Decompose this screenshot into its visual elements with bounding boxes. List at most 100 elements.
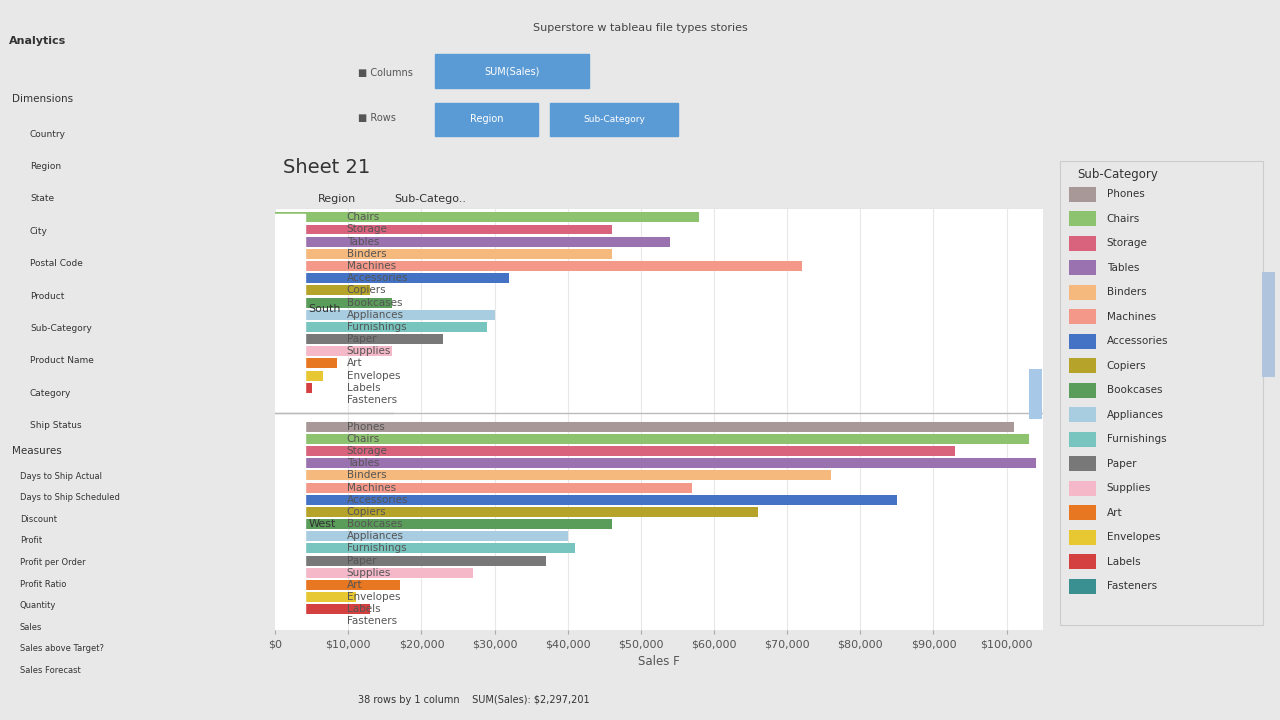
Text: Paper: Paper — [347, 334, 376, 344]
Text: Chairs: Chairs — [347, 212, 380, 222]
Text: State: State — [29, 194, 54, 203]
Text: Profit: Profit — [20, 536, 42, 546]
Bar — [550, 103, 678, 136]
Bar — [275, 371, 323, 381]
Text: Superstore w tableau file types stories: Superstore w tableau file types stories — [532, 23, 748, 32]
Text: Product Name: Product Name — [29, 356, 93, 366]
Text: Bookcases: Bookcases — [347, 519, 402, 529]
Text: Dimensions: Dimensions — [13, 94, 74, 104]
Text: Copiers: Copiers — [1107, 361, 1147, 371]
Text: Product: Product — [29, 292, 64, 301]
Text: Accessories: Accessories — [1107, 336, 1169, 346]
Text: Fasteners: Fasteners — [347, 616, 397, 626]
Text: Sub-Category: Sub-Category — [1076, 168, 1158, 181]
Bar — [275, 580, 399, 590]
Bar — [275, 359, 338, 369]
Bar — [1069, 579, 1096, 594]
Bar — [1029, 369, 1042, 419]
Text: Sub-Catego..: Sub-Catego.. — [394, 194, 466, 204]
Text: Bookcases: Bookcases — [347, 297, 402, 307]
Text: City: City — [29, 227, 47, 236]
Bar — [275, 212, 699, 222]
Bar — [1069, 408, 1096, 422]
Text: Envelopes: Envelopes — [1107, 532, 1160, 542]
Text: Analytics: Analytics — [9, 36, 67, 46]
Bar — [1069, 456, 1096, 471]
Text: Envelopes: Envelopes — [347, 592, 401, 602]
Text: Profit per Order: Profit per Order — [20, 558, 86, 567]
Text: Chairs: Chairs — [1107, 214, 1140, 224]
Text: Supplies: Supplies — [1107, 483, 1151, 493]
Text: Art: Art — [347, 580, 362, 590]
Bar — [275, 225, 612, 235]
Text: South: South — [308, 304, 340, 314]
Bar — [1069, 481, 1096, 495]
Text: Accessories: Accessories — [347, 273, 408, 283]
Text: Appliances: Appliances — [1107, 410, 1164, 420]
Text: Phones: Phones — [347, 422, 384, 432]
Text: Sub-Category: Sub-Category — [584, 115, 645, 124]
Bar — [275, 395, 284, 405]
Text: 38 rows by 1 column    SUM(Sales): $2,297,201: 38 rows by 1 column SUM(Sales): $2,297,2… — [358, 696, 590, 705]
Bar — [1069, 383, 1096, 397]
Text: Labels: Labels — [347, 383, 380, 392]
Bar — [1069, 261, 1096, 275]
Text: Sheet 21: Sheet 21 — [283, 158, 370, 177]
Text: Tables: Tables — [1107, 263, 1139, 273]
Bar — [1069, 310, 1096, 324]
Bar — [275, 507, 758, 517]
Bar — [275, 346, 392, 356]
Text: Sales: Sales — [20, 623, 42, 632]
Text: Envelopes: Envelopes — [347, 371, 401, 381]
Bar — [275, 422, 1014, 432]
Text: ■ Rows: ■ Rows — [358, 113, 397, 123]
Bar — [275, 446, 955, 456]
Text: Art: Art — [347, 359, 362, 369]
Bar — [275, 297, 392, 307]
Bar — [275, 434, 1029, 444]
Text: Furnishings: Furnishings — [347, 322, 406, 332]
Bar — [275, 604, 370, 614]
Text: Labels: Labels — [347, 604, 380, 614]
Bar — [275, 544, 575, 554]
Text: Category: Category — [29, 389, 72, 397]
Bar — [275, 261, 801, 271]
Text: West: West — [308, 519, 335, 529]
Bar — [1069, 359, 1096, 373]
Text: Sub-Category: Sub-Category — [29, 324, 92, 333]
Bar — [435, 103, 538, 136]
Text: Paper: Paper — [347, 556, 376, 566]
Bar — [275, 383, 312, 392]
Text: Region: Region — [317, 194, 356, 204]
Text: Paper: Paper — [1107, 459, 1137, 469]
Text: Sales Forecast: Sales Forecast — [20, 666, 81, 675]
Bar — [275, 458, 1036, 468]
Bar — [435, 55, 589, 88]
Text: Machines: Machines — [347, 261, 396, 271]
Bar — [275, 531, 568, 541]
Bar — [275, 334, 443, 344]
Text: Postal Code: Postal Code — [29, 259, 83, 269]
Text: Storage: Storage — [1107, 238, 1148, 248]
Text: Profit Ratio: Profit Ratio — [20, 580, 67, 589]
Text: Accessories: Accessories — [347, 495, 408, 505]
Text: Binders: Binders — [347, 249, 387, 259]
Text: Sales above Target?: Sales above Target? — [20, 644, 104, 654]
Text: Discount: Discount — [20, 515, 58, 524]
Text: Country: Country — [29, 130, 67, 138]
Text: Region: Region — [29, 162, 61, 171]
Text: Supplies: Supplies — [347, 568, 390, 577]
Text: Bookcases: Bookcases — [1107, 385, 1162, 395]
Bar — [1069, 554, 1096, 570]
Bar — [1262, 272, 1275, 377]
Text: Quantity: Quantity — [20, 601, 56, 611]
Text: Furnishings: Furnishings — [1107, 434, 1166, 444]
Bar — [1069, 212, 1096, 226]
Text: Storage: Storage — [347, 446, 388, 456]
Bar — [1069, 187, 1096, 202]
Bar — [275, 273, 509, 283]
Text: Appliances: Appliances — [347, 310, 403, 320]
Text: Ship Status: Ship Status — [29, 421, 82, 430]
Bar — [1069, 285, 1096, 300]
Bar — [275, 249, 612, 258]
